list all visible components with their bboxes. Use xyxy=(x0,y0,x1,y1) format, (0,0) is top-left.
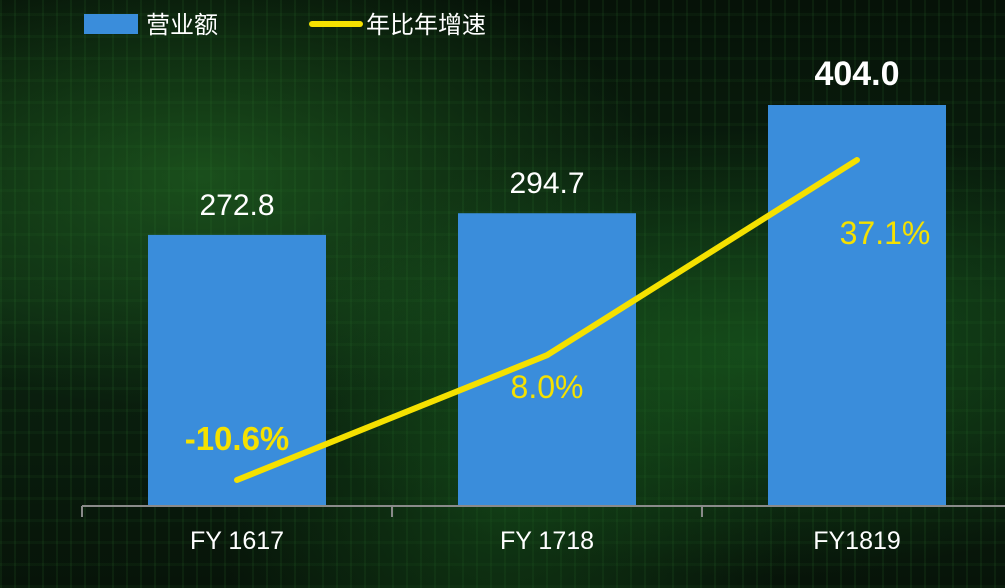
legend-label-revenue: 营业额 xyxy=(146,11,218,39)
bar-value-label: 404.0 xyxy=(814,55,899,93)
x-tick-label: FY 1617 xyxy=(190,527,284,555)
legend-label-growth: 年比年增速 xyxy=(366,11,486,39)
revenue-bar xyxy=(458,213,636,505)
x-tick-label: FY1819 xyxy=(813,527,901,555)
x-tick-label: FY 1718 xyxy=(500,527,594,555)
bar-value-label: 272.8 xyxy=(199,189,274,222)
growth-rate-line xyxy=(234,157,860,483)
growth-rate-label: -10.6% xyxy=(185,420,290,457)
revenue-bar xyxy=(148,234,326,505)
growth-rate-label: 8.0% xyxy=(511,369,584,405)
revenue-bar xyxy=(768,105,946,505)
growth-rate-label: 37.1% xyxy=(840,215,931,251)
bar-value-label: 294.7 xyxy=(509,167,584,200)
legend-swatch-revenue xyxy=(84,14,138,34)
